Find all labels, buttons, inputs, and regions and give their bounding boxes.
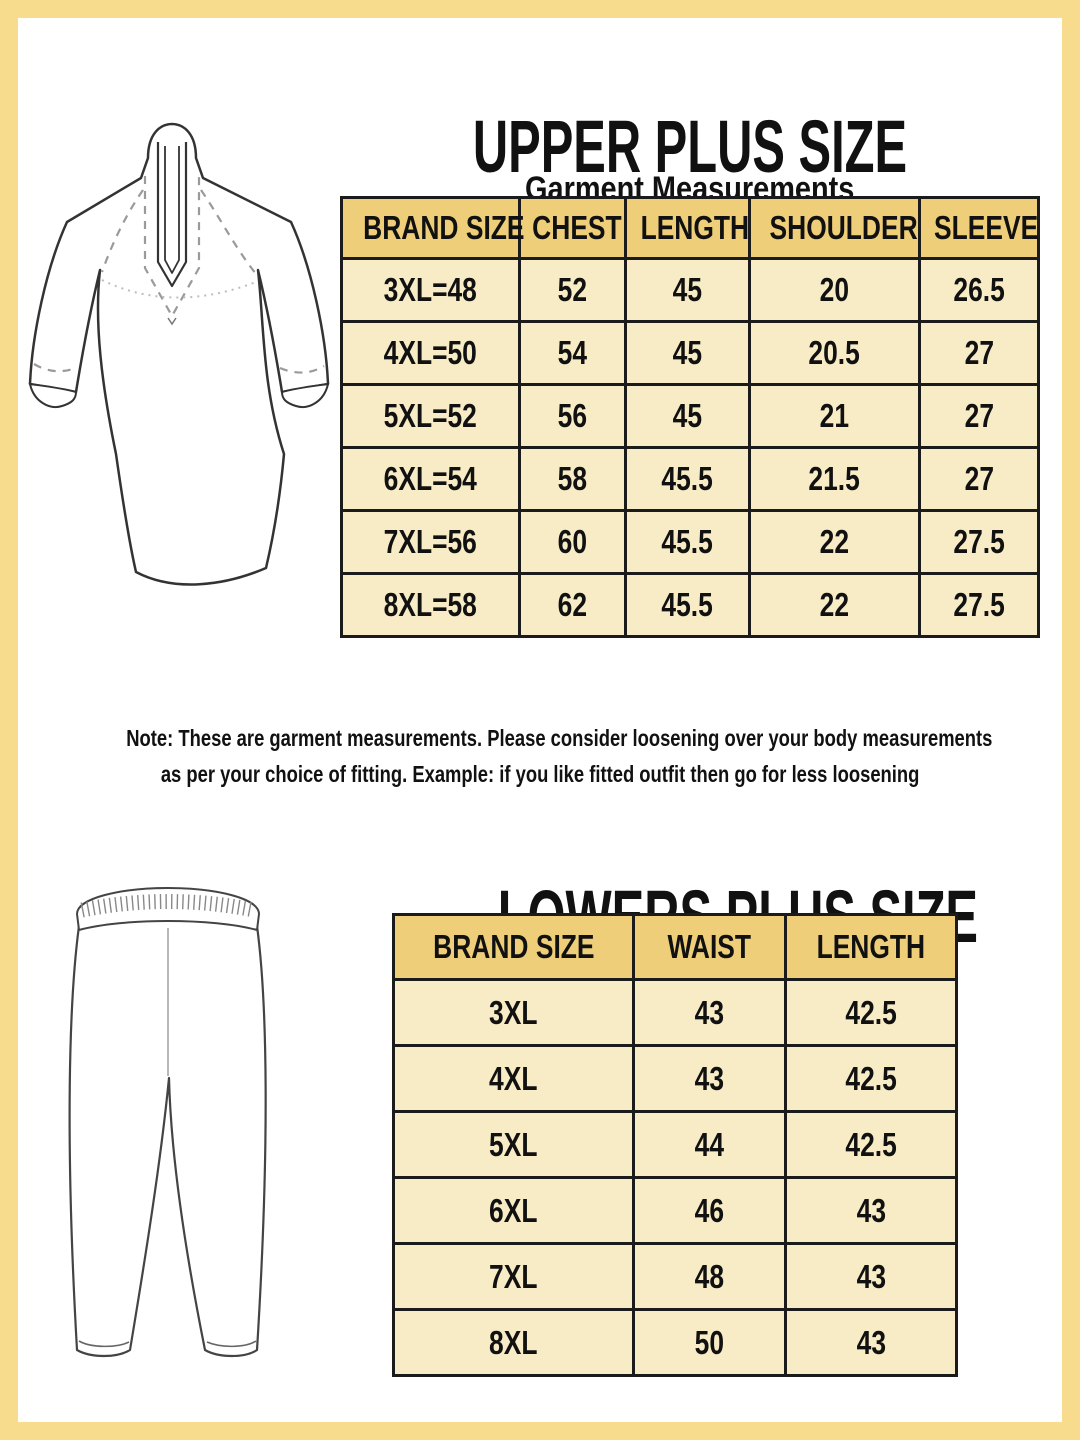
cell: 45 xyxy=(623,320,752,386)
cell: 50 xyxy=(631,1308,787,1377)
cell: 4XL xyxy=(392,1044,635,1113)
column-header: CHEST xyxy=(518,196,627,260)
cell: 45.5 xyxy=(623,572,752,638)
note-line1: Note: These are garment measurements. Pl… xyxy=(126,725,993,751)
cell: 8XL=58 xyxy=(339,572,522,638)
measurement-note: Note: These are garment measurements. Pl… xyxy=(18,721,1062,792)
cell: 4XL=50 xyxy=(339,320,522,386)
cell: 44 xyxy=(631,1110,787,1179)
cell: 42.5 xyxy=(783,978,959,1047)
column-header: LENGTH xyxy=(783,913,959,981)
cell: 27.5 xyxy=(917,509,1041,575)
cell: 45 xyxy=(623,257,752,323)
cell: 43 xyxy=(631,978,787,1047)
upper-title: UPPER PLUS SIZE xyxy=(340,104,1040,188)
cell: 21 xyxy=(748,383,921,449)
column-header: WAIST xyxy=(631,913,787,981)
cell: 42.5 xyxy=(783,1110,959,1179)
cell: 45 xyxy=(623,383,752,449)
pants-icon xyxy=(68,886,267,1358)
kurta-icon xyxy=(28,122,330,586)
column-header: BRAND SIZE xyxy=(339,196,525,260)
kurta-illustration xyxy=(22,118,332,593)
table-row: 3XL=48 52 45 20 26.5 xyxy=(339,257,1041,323)
cell: 21.5 xyxy=(748,446,921,512)
column-header: LENGTH xyxy=(623,196,752,260)
header-row: BRAND SIZE WAIST LENGTH xyxy=(392,913,959,981)
cell: 46 xyxy=(631,1176,787,1245)
upper-title-text: UPPER PLUS SIZE xyxy=(472,104,908,188)
cell: 58 xyxy=(518,446,627,512)
cell: 5XL xyxy=(392,1110,635,1179)
lower-size-table: BRAND SIZE WAIST LENGTH 3XL 43 42.5 4XL 43 42.5 5… xyxy=(392,913,959,1377)
table-row: 6XL=54 58 45.5 21.5 27 xyxy=(339,446,1041,512)
cell: 6XL=54 xyxy=(339,446,522,512)
cell: 3XL=48 xyxy=(339,257,522,323)
table-row: 4XL=50 54 45 20.5 27 xyxy=(339,320,1041,386)
column-header: BRAND SIZE xyxy=(392,913,635,981)
cell: 45.5 xyxy=(623,446,752,512)
cell: 45.5 xyxy=(623,509,752,575)
table-row: 3XL 43 42.5 xyxy=(392,978,959,1047)
cell: 3XL xyxy=(392,978,635,1047)
cell: 43 xyxy=(783,1308,959,1377)
cell: 60 xyxy=(518,509,627,575)
cell: 20 xyxy=(748,257,921,323)
cell: 52 xyxy=(518,257,627,323)
cell: 7XL=56 xyxy=(339,509,522,575)
note-line2: as per your choice of fitting. Example: … xyxy=(160,760,920,787)
cell: 27 xyxy=(917,383,1041,449)
column-header: SLEEVE xyxy=(917,196,1041,260)
cell: 26.5 xyxy=(917,257,1041,323)
table-row: 7XL 48 43 xyxy=(392,1242,959,1311)
header-row: BRAND SIZE CHEST LENGTH SHOULDER SLEEVE xyxy=(339,196,1041,260)
cell: 42.5 xyxy=(783,1044,959,1113)
cell: 6XL xyxy=(392,1176,635,1245)
cell: 43 xyxy=(783,1242,959,1311)
table-row: 5XL 44 42.5 xyxy=(392,1110,959,1179)
cell: 43 xyxy=(631,1044,787,1113)
table-row: 8XL=58 62 45.5 22 27.5 xyxy=(339,572,1041,638)
table-row: 8XL 50 43 xyxy=(392,1308,959,1377)
upper-size-table: BRAND SIZE CHEST LENGTH SHOULDER SLEEVE 3XL=4… xyxy=(339,196,1041,638)
cell: 5XL=52 xyxy=(339,383,522,449)
cell: 43 xyxy=(783,1176,959,1245)
cell: 27.5 xyxy=(917,572,1041,638)
cell: 56 xyxy=(518,383,627,449)
table-row: 5XL=52 56 45 21 27 xyxy=(339,383,1041,449)
cell: 22 xyxy=(748,509,921,575)
cell: 48 xyxy=(631,1242,787,1311)
cell: 27 xyxy=(917,446,1041,512)
cell: 7XL xyxy=(392,1242,635,1311)
table-row: 7XL=56 60 45.5 22 27.5 xyxy=(339,509,1041,575)
pants-illustration xyxy=(63,880,273,1362)
table-row: 6XL 46 43 xyxy=(392,1176,959,1245)
cell: 22 xyxy=(748,572,921,638)
column-header: SHOULDER xyxy=(748,196,921,260)
cell: 20.5 xyxy=(748,320,921,386)
cell: 27 xyxy=(917,320,1041,386)
cell: 62 xyxy=(518,572,627,638)
table-row: 4XL 43 42.5 xyxy=(392,1044,959,1113)
cell: 8XL xyxy=(392,1308,635,1377)
cell: 54 xyxy=(518,320,627,386)
